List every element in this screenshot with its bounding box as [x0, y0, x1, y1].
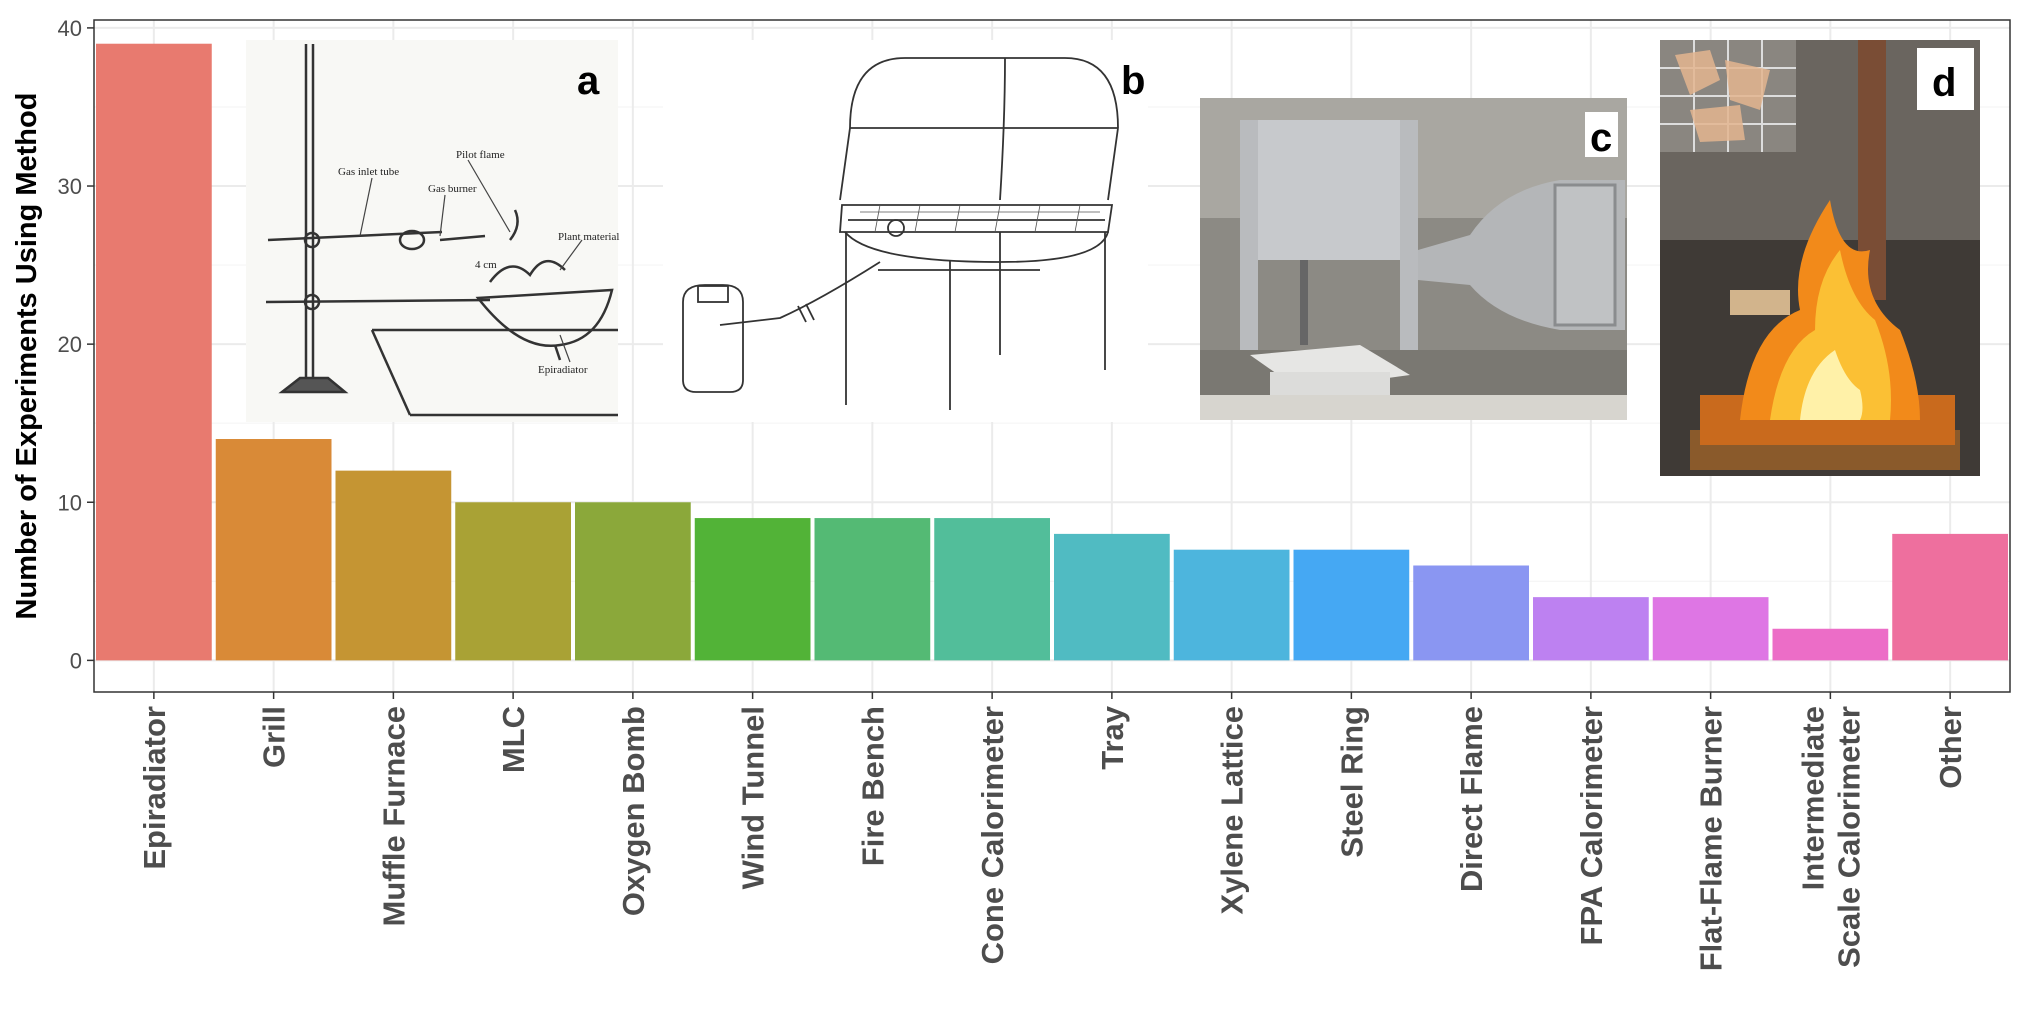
x-tick-label: MLC — [496, 706, 531, 773]
bar-muffle-furnace — [335, 470, 452, 661]
x-tick-label: Flat-Flame Burner — [1694, 706, 1729, 971]
inset-a-label-gas-burner: Gas burner — [428, 183, 477, 195]
x-tick-label: Direct Flame — [1454, 706, 1489, 892]
inset-a-label-4cm: 4 cm — [475, 259, 497, 271]
bar-other — [1892, 533, 2008, 661]
bar-xylene-lattice — [1173, 549, 1290, 661]
inset-c-calorimeter-photo: c — [1200, 98, 1627, 420]
x-tick-label: Scale Calorimeter — [1831, 706, 1866, 968]
y-tick-label: 10 — [58, 490, 82, 515]
x-tick-label: FPA Calorimeter — [1574, 706, 1609, 945]
bars — [96, 43, 2008, 661]
bar-wind-tunnel — [694, 518, 811, 661]
x-tick-label: Intermediate — [1795, 706, 1830, 890]
y-tick-label: 30 — [58, 174, 82, 199]
y-tick-label: 0 — [70, 648, 82, 673]
inset-b-letter: b — [1121, 59, 1145, 103]
x-tick-label: Wind Tunnel — [736, 706, 771, 889]
bar-steel-ring — [1293, 549, 1410, 661]
x-tick-label: Epiradiator — [137, 706, 172, 870]
x-tick-label: Steel Ring — [1334, 706, 1369, 858]
inset-d-letter: d — [1932, 61, 1956, 105]
bar-grill — [215, 439, 332, 661]
inset-a-epiradiator-drawing: Gas inlet tube Pilot flame Gas burner Pl… — [246, 40, 619, 422]
inset-d-tray-burn-photo: d — [1660, 40, 1980, 476]
inset-a-label-plant-material: Plant material — [558, 231, 619, 243]
bar-cone-calorimeter — [934, 518, 1050, 661]
x-tick-label: Oxygen Bomb — [616, 706, 651, 916]
bar-tray — [1054, 533, 1170, 661]
inset-a-label-gas-inlet: Gas inlet tube — [338, 166, 399, 178]
y-axis-title: Number of Experiments Using Method — [11, 93, 43, 620]
bar-intermediate-scale-calorimeter — [1772, 628, 1889, 661]
x-tick-label: Fire Bench — [855, 706, 890, 866]
x-tick-label: Grill — [257, 706, 292, 768]
inset-a-letter: a — [577, 59, 600, 103]
bar-epiradiator — [96, 43, 212, 661]
y-tick-label: 40 — [58, 16, 82, 41]
bar-fire-bench — [814, 518, 931, 661]
panel-border — [93, 19, 2011, 693]
inset-c-letter: c — [1590, 116, 1612, 160]
bar-fpa-calorimeter — [1533, 597, 1649, 661]
bar-flat-flame-burner — [1652, 597, 1769, 661]
bar-mlc — [455, 502, 571, 661]
y-axis: 0 10 20 30 40 — [58, 16, 94, 673]
inset-b-grill-drawing: b — [663, 40, 1148, 422]
bar-oxygen-bomb — [575, 502, 691, 661]
x-tick-label: Tray — [1095, 705, 1130, 770]
x-tick-label: Muffle Furnace — [376, 706, 411, 926]
x-tick-label: Other — [1933, 706, 1968, 789]
x-axis: Epiradiator Grill Muffle Furnace MLC Oxygen … — [137, 692, 1968, 971]
inset-a-label-epiradiator: Epiradiator — [538, 364, 588, 376]
x-tick-label: Cone Calorimeter — [975, 706, 1010, 964]
inset-a-label-pilot-flame: Pilot flame — [456, 149, 505, 161]
x-tick-label: Xylene Lattice — [1215, 706, 1250, 914]
bar-direct-flame — [1413, 565, 1529, 661]
y-tick-label: 20 — [58, 332, 82, 357]
